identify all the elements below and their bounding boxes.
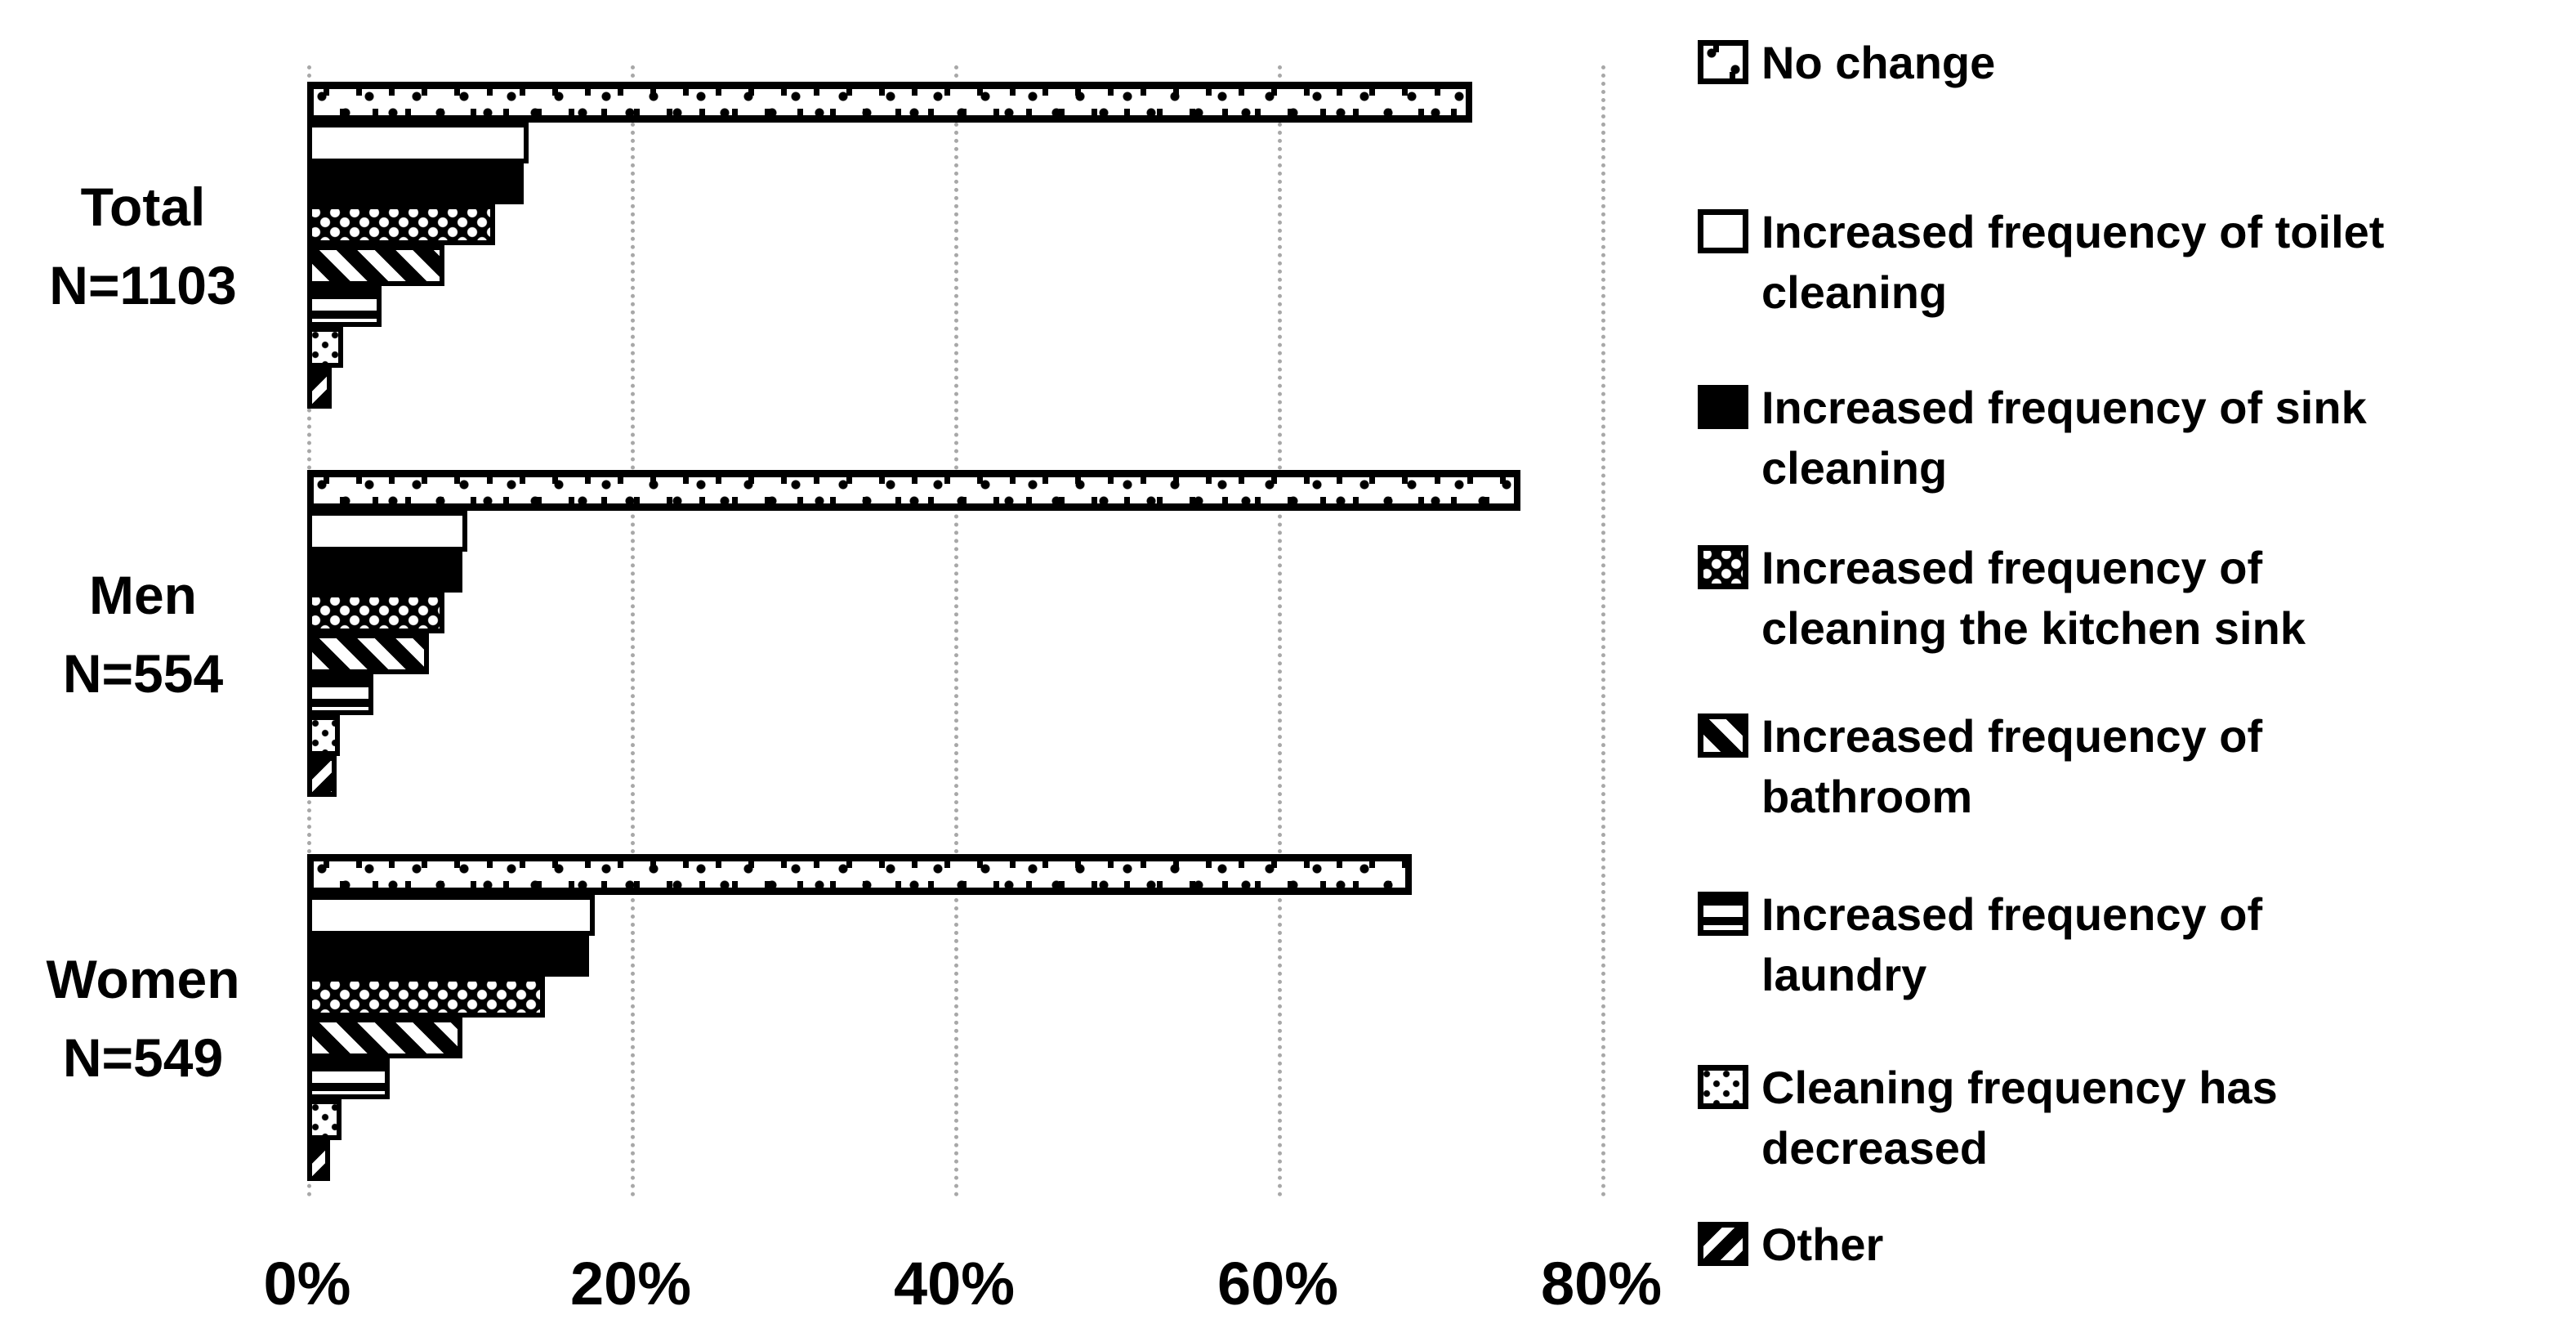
legend-label-line: Increased frequency of sink xyxy=(1761,382,2367,433)
gridline-40pct xyxy=(954,65,958,1197)
bar-men-3 xyxy=(307,593,445,633)
group-label-n: N=1103 xyxy=(49,255,237,315)
legend-marker-diagonal-down-icon xyxy=(1698,713,1748,758)
legend-label: Increased frequency of sink cleaning xyxy=(1761,378,2367,499)
legend-label: Increased frequency of bathroom xyxy=(1761,706,2262,827)
bar-women-3 xyxy=(307,977,546,1018)
bar-total-3 xyxy=(307,204,495,245)
legend-item-0: No change xyxy=(1698,33,1995,93)
legend-label-line: Increased frequency of xyxy=(1761,888,2263,940)
legend-marker-horizontal-lines-icon xyxy=(1698,892,1748,936)
gridline-20pct xyxy=(631,65,635,1197)
bar-total-4 xyxy=(307,245,445,286)
bar-women-4 xyxy=(307,1018,463,1058)
bar-women-1 xyxy=(307,895,596,936)
group-label-n: N=549 xyxy=(62,1027,224,1088)
legend-label: No change xyxy=(1761,33,1995,93)
legend-label: Increased frequency of cleaning the kitch… xyxy=(1761,538,2306,659)
bar-men-7 xyxy=(307,756,337,797)
legend-label: Cleaning frequency has decreased xyxy=(1761,1058,2278,1179)
bar-total-2 xyxy=(307,163,525,204)
legend-label-line: cleaning xyxy=(1761,266,1948,318)
group-label-women: Women N=549 xyxy=(0,940,286,1097)
legend-label: Increased frequency of toilet cleaning xyxy=(1761,202,2384,323)
legend-item-7: Other xyxy=(1698,1214,1883,1275)
legend-label-line: Cleaning frequency has xyxy=(1761,1062,2278,1113)
legend-label-line: cleaning xyxy=(1761,442,1948,494)
bar-total-0 xyxy=(307,82,1472,123)
bar-women-5 xyxy=(307,1058,390,1099)
x-axis-tick-label-60: 60% xyxy=(1217,1250,1339,1317)
bar-total-1 xyxy=(307,123,529,163)
group-label-name: Women xyxy=(46,949,240,1009)
legend-label-line: No change xyxy=(1761,37,1996,88)
gridline-80pct xyxy=(1601,65,1605,1197)
legend-label: Other xyxy=(1761,1214,1883,1275)
legend-label-line: Increased frequency of xyxy=(1761,542,2263,593)
bar-men-6 xyxy=(307,715,340,756)
legend-item-5: Increased frequency of laundry xyxy=(1698,884,2262,1005)
bar-men-0 xyxy=(307,470,1520,511)
legend-marker-dots-fine-icon xyxy=(1698,1065,1748,1109)
x-axis-tick-label-20: 20% xyxy=(569,1250,692,1317)
group-label-name: Men xyxy=(89,565,197,625)
x-axis-tick-label-80: 80% xyxy=(1540,1250,1663,1317)
bar-men-5 xyxy=(307,674,374,715)
legend-label-line: Increased frequency of toilet xyxy=(1761,206,2385,257)
legend-item-3: Increased frequency of cleaning the kitch… xyxy=(1698,538,2306,659)
legend-label-line: cleaning the kitchen sink xyxy=(1761,602,2306,654)
legend-label-line: decreased xyxy=(1761,1122,1989,1174)
bar-men-1 xyxy=(307,511,468,552)
bar-women-0 xyxy=(307,854,1413,895)
plot-area xyxy=(307,65,1680,1197)
legend-label-line: Increased frequency of xyxy=(1761,710,2263,762)
legend-item-6: Cleaning frequency has decreased xyxy=(1698,1058,2278,1179)
legend-marker-plain-white-icon xyxy=(1698,209,1748,253)
legend-label-line: bathroom xyxy=(1761,771,1973,822)
group-label-name: Total xyxy=(80,177,206,237)
bar-women-2 xyxy=(307,936,589,977)
legend-label: Increased frequency of laundry xyxy=(1761,884,2262,1005)
bar-total-7 xyxy=(307,368,332,409)
legend-label-line: Other xyxy=(1761,1219,1884,1270)
bar-total-6 xyxy=(307,327,343,368)
group-label-n: N=554 xyxy=(62,643,224,704)
bar-men-2 xyxy=(307,552,463,593)
x-axis-tick-label-0: 0% xyxy=(263,1250,351,1317)
legend-label-line: laundry xyxy=(1761,949,1927,1000)
legend-marker-solid-black-icon xyxy=(1698,385,1748,429)
x-axis-tick-label-40: 40% xyxy=(893,1250,1016,1317)
legend-item-4: Increased frequency of bathroom xyxy=(1698,706,2262,827)
gridline-60pct xyxy=(1278,65,1282,1197)
bar-women-6 xyxy=(307,1099,342,1140)
bar-total-5 xyxy=(307,286,382,327)
legend-marker-dots-sparse-icon xyxy=(1698,40,1748,84)
bar-women-7 xyxy=(307,1140,330,1181)
group-label-men: Men N=554 xyxy=(0,556,286,713)
legend-marker-diagonal-up-bold-icon xyxy=(1698,1222,1748,1266)
legend-item-1: Increased frequency of toilet cleaning xyxy=(1698,202,2384,323)
legend-item-2: Increased frequency of sink cleaning xyxy=(1698,378,2367,499)
legend-marker-weave-dark-icon xyxy=(1698,545,1748,589)
group-label-total: Total N=1103 xyxy=(0,168,286,324)
bar-men-4 xyxy=(307,633,429,674)
